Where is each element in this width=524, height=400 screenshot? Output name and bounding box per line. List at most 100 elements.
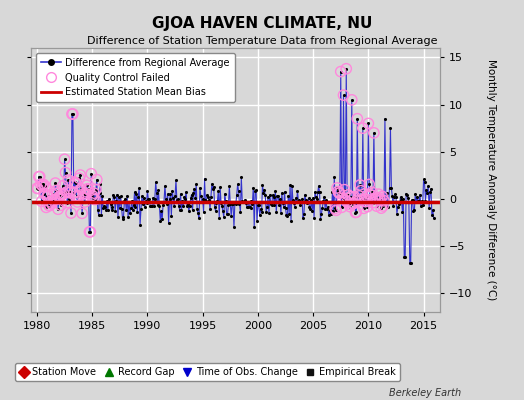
- Point: [52, 187, 60, 194]
- Point: [71, 179, 79, 185]
- Point: [81, 199, 89, 205]
- Point: [370, 130, 378, 136]
- Point: [54, 206, 62, 212]
- Point: [38, 183, 47, 189]
- Point: [341, 197, 350, 204]
- Point: [105, 196, 113, 202]
- Point: [234, 188, 243, 194]
- Point: [166, 196, 174, 203]
- Point: [419, 202, 427, 208]
- Point: [125, 199, 133, 206]
- Point: [293, 188, 302, 194]
- Point: [61, 170, 70, 176]
- Point: [72, 192, 81, 199]
- Point: [328, 208, 336, 214]
- Point: [362, 198, 370, 205]
- Point: [379, 203, 387, 209]
- Point: [353, 116, 362, 122]
- Point: [381, 199, 390, 206]
- Point: [416, 192, 424, 198]
- Point: [408, 197, 416, 203]
- Point: [202, 198, 211, 204]
- Point: [367, 192, 375, 198]
- Point: [115, 193, 123, 200]
- Point: [417, 202, 425, 209]
- Point: [427, 186, 435, 192]
- Point: [86, 229, 94, 235]
- Point: [290, 199, 298, 206]
- Point: [250, 224, 258, 230]
- Point: [369, 200, 377, 206]
- Point: [294, 198, 302, 204]
- Point: [350, 200, 358, 206]
- Point: [168, 188, 177, 194]
- Point: [139, 195, 148, 201]
- Point: [34, 185, 42, 192]
- Point: [114, 214, 122, 221]
- Point: [401, 254, 409, 260]
- Point: [90, 190, 98, 196]
- Point: [76, 172, 84, 178]
- Point: [45, 202, 53, 209]
- Point: [274, 193, 282, 199]
- Point: [286, 182, 294, 188]
- Point: [391, 191, 399, 198]
- Point: [173, 197, 181, 203]
- Point: [36, 173, 44, 180]
- Point: [288, 182, 296, 189]
- Point: [110, 194, 118, 200]
- Point: [66, 189, 74, 196]
- Point: [92, 186, 100, 193]
- Point: [157, 208, 166, 214]
- Point: [304, 195, 313, 202]
- Point: [385, 185, 394, 192]
- Point: [109, 191, 117, 198]
- Point: [332, 207, 340, 214]
- Point: [182, 189, 190, 195]
- Point: [169, 195, 178, 202]
- Point: [358, 125, 367, 131]
- Point: [343, 199, 352, 205]
- Point: [46, 202, 54, 209]
- Point: [107, 207, 116, 214]
- Point: [211, 203, 219, 210]
- Point: [159, 202, 167, 208]
- Point: [377, 205, 386, 211]
- Point: [55, 194, 63, 200]
- Point: [94, 212, 103, 218]
- Point: [64, 177, 72, 183]
- Point: [54, 206, 62, 212]
- Point: [418, 198, 426, 204]
- Point: [205, 196, 213, 203]
- Point: [347, 193, 355, 200]
- Point: [356, 182, 364, 188]
- Point: [325, 207, 334, 214]
- Point: [334, 188, 342, 194]
- Point: [60, 156, 69, 162]
- Point: [67, 210, 75, 216]
- Point: [428, 212, 436, 219]
- Point: [343, 199, 352, 205]
- Text: GJOA HAVEN CLIMATE, NU: GJOA HAVEN CLIMATE, NU: [152, 16, 372, 31]
- Point: [289, 196, 297, 203]
- Point: [383, 190, 391, 196]
- Point: [100, 203, 108, 210]
- Point: [362, 193, 370, 199]
- Point: [95, 190, 104, 196]
- Point: [158, 216, 166, 222]
- Point: [373, 203, 381, 209]
- Point: [229, 201, 237, 208]
- Point: [243, 204, 251, 210]
- Point: [72, 192, 81, 199]
- Point: [311, 189, 319, 195]
- Y-axis label: Monthly Temperature Anomaly Difference (°C): Monthly Temperature Anomaly Difference (…: [486, 59, 496, 301]
- Point: [239, 198, 247, 205]
- Point: [176, 206, 184, 213]
- Point: [259, 190, 268, 196]
- Point: [372, 195, 380, 201]
- Point: [172, 177, 180, 184]
- Point: [278, 190, 286, 196]
- Point: [412, 199, 420, 205]
- Point: [35, 174, 43, 180]
- Point: [313, 189, 322, 196]
